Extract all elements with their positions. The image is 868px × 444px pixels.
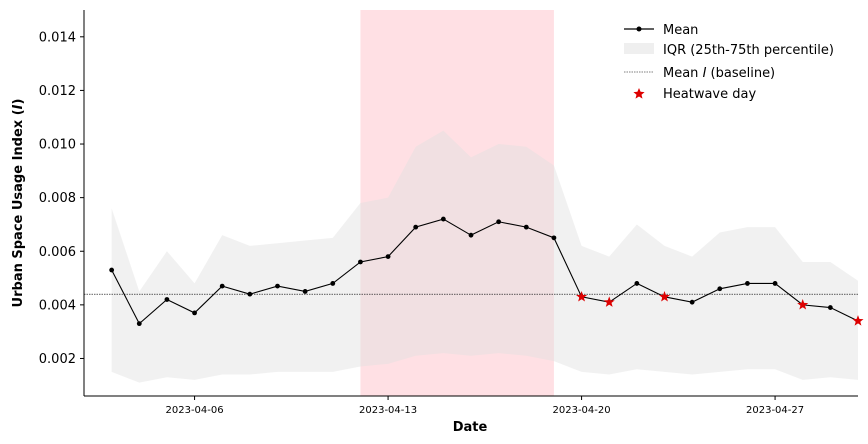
iqr-band [111,130,858,383]
mean-point [717,286,723,292]
heatwave-marker [576,291,588,302]
legend-iqr-swatch [624,43,654,54]
y-tick-label: 0.014 [39,30,76,45]
y-tick-label: 0.010 [39,138,76,153]
y-axis-label: Urban Space Usage Index (I) [11,99,26,308]
y-tick-label: 0.006 [39,245,76,260]
mean-point [468,232,474,238]
legend-heatwave-marker [633,88,645,99]
mean-point [330,281,336,286]
mean-point [551,235,557,241]
heatwave-marker [852,315,864,326]
mean-point [247,291,253,297]
legend-baseline-label: Mean I (baseline) [663,66,775,81]
legend-baseline-label-italic: I [703,66,707,81]
heatwave-span [360,10,554,396]
y-tick-label: 0.008 [39,191,76,206]
mean-point [634,281,640,286]
legend-iqr-label: IQR (25th-75th percentile) [663,43,834,58]
x-tick-label: 2023-04-27 [746,405,804,416]
mean-point [302,289,308,294]
y-tick-label: 0.002 [39,352,76,367]
heatwave-marker [603,296,615,307]
x-tick-label: 2023-04-20 [553,405,611,416]
heatwave-marker [658,291,671,302]
legend: Mean IQR (25th-75th percentile) Mean I (… [624,23,834,102]
mean-point [358,259,363,265]
legend-mean-label: Mean [663,23,698,38]
mean-point [109,267,115,273]
y-tick-label: 0.004 [39,298,76,313]
x-axis-label: Date [453,420,488,435]
x-tick-label: 2023-04-06 [166,405,224,416]
legend-baseline-label-part2: (baseline) [706,66,775,81]
mean-point [496,219,502,225]
legend-baseline-label-part1: Mean [663,66,703,81]
mean-line [111,218,859,325]
mean-point [385,254,391,260]
legend-mean-marker [636,26,642,32]
mean-point [192,310,197,316]
mean-point [136,321,142,327]
legend-heatwave-label: Heatwave day [663,87,756,102]
mean-point [440,216,446,222]
y-tick-label: 0.012 [39,84,76,99]
mean-point [275,283,280,289]
mean-point [689,299,695,305]
mean-point [745,281,750,286]
x-tick-label: 2023-04-13 [359,405,417,416]
mean-point [413,224,419,230]
mean-point [523,224,529,230]
heatwave-marker [797,299,809,310]
mean-point [827,305,833,310]
mean-point [219,283,225,289]
mean-point [772,281,778,286]
mean-point [164,297,170,302]
